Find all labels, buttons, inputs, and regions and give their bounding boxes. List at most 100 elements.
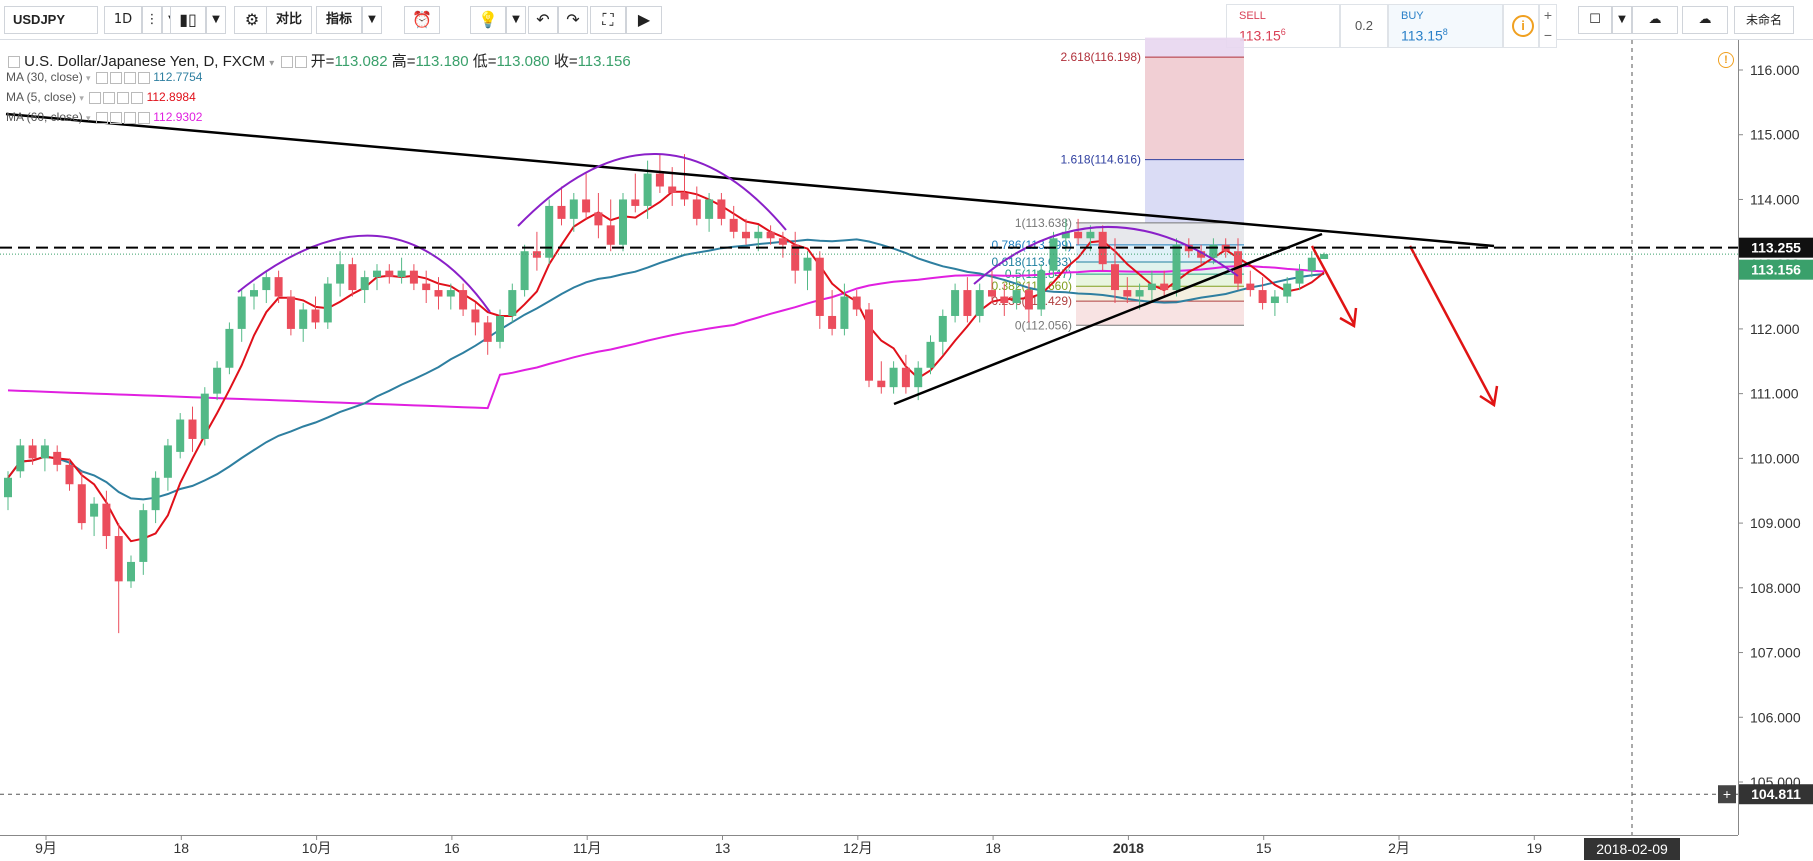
candle-body <box>237 296 246 329</box>
candle-body <box>274 277 283 297</box>
fullscreen-icon[interactable]: ⛶ <box>590 6 626 34</box>
arrow-short[interactable] <box>1310 245 1358 329</box>
alert-clock-icon[interactable]: ⏰ <box>404 6 440 34</box>
idea-dropdown-icon[interactable]: ▼ <box>506 6 526 34</box>
layout-name-button[interactable]: 未命名 <box>1734 6 1794 34</box>
candle-body <box>1197 251 1206 258</box>
trade-panel-size-controls[interactable]: + − <box>1539 4 1557 48</box>
candle-body <box>1037 270 1046 310</box>
time-axis[interactable] <box>0 835 1738 861</box>
ma5-close-icon[interactable] <box>131 91 144 104</box>
price-axis[interactable] <box>1738 40 1813 835</box>
candle-body <box>434 290 443 297</box>
indicators-button[interactable]: 指标 <box>316 6 362 34</box>
ma60-label[interactable]: MA (60, close) <box>6 110 83 124</box>
candle-body <box>680 192 689 200</box>
arc-head[interactable] <box>517 153 787 231</box>
indicators-dropdown-icon[interactable]: ▼ <box>362 6 382 34</box>
candle-body <box>778 238 787 245</box>
fib-zone-2618 <box>1145 57 1244 160</box>
replay-play-icon[interactable]: ▶ <box>626 6 662 34</box>
ma60-eye-icon[interactable] <box>95 111 108 124</box>
cloud-upload-icon[interactable]: ☁ <box>1682 6 1728 34</box>
buy-button[interactable]: BUY 113.158 <box>1388 4 1503 48</box>
candle-body <box>545 205 554 258</box>
candle-body <box>28 445 37 459</box>
trade-info-button[interactable]: i <box>1503 4 1539 48</box>
rising-trendline[interactable] <box>893 232 1323 406</box>
candle-body <box>705 199 714 219</box>
ma5-settings-icon[interactable] <box>103 91 116 104</box>
arc-left-shoulder[interactable] <box>237 234 491 313</box>
ma30-eye-icon[interactable] <box>95 71 108 84</box>
low-value: 113.080 <box>496 53 550 70</box>
candle-body <box>742 231 750 239</box>
candle-body <box>1024 290 1033 310</box>
compare-button[interactable]: 对比 <box>266 6 312 34</box>
arrow-long[interactable] <box>1408 245 1499 408</box>
candle-body <box>40 445 49 459</box>
fib-zone-1618 <box>1145 159 1244 223</box>
sell-label: SELL <box>1239 10 1266 22</box>
ma60-settings-icon[interactable] <box>109 111 122 124</box>
alert-warning-icon[interactable]: ! <box>1718 52 1734 68</box>
candle-style-icon[interactable]: ▮▯ <box>170 6 206 34</box>
arc-right-shoulder[interactable] <box>973 226 1239 285</box>
more-icon[interactable]: ⋮ <box>142 6 162 34</box>
candle-body <box>397 270 406 278</box>
eye-icon[interactable] <box>280 56 293 69</box>
candle-body <box>914 367 923 388</box>
candle-body <box>557 205 566 219</box>
ma30-settings-icon[interactable] <box>109 71 122 84</box>
ma5-label[interactable]: MA (5, close) <box>6 90 77 104</box>
style-dropdown-icon[interactable]: ▼ <box>206 6 226 34</box>
candle-body <box>729 218 738 232</box>
candle-body <box>692 199 701 219</box>
buy-label: BUY <box>1401 10 1424 22</box>
candle-body <box>901 367 910 388</box>
candle-body <box>631 199 640 206</box>
candle-body <box>90 503 99 517</box>
undo-icon[interactable]: ↶ <box>528 6 558 34</box>
candle-body <box>791 244 800 271</box>
symbol-search-button[interactable]: USDJPY <box>4 6 98 34</box>
buy-price: 113.158 <box>1401 27 1448 44</box>
candle-body <box>188 419 197 439</box>
candle-body <box>840 296 849 329</box>
ma30-more-icon[interactable] <box>123 71 136 84</box>
ma30-close-icon[interactable] <box>137 71 150 84</box>
candle-body <box>336 264 345 284</box>
settings-small-icon[interactable] <box>294 56 307 69</box>
candle-body <box>655 173 664 187</box>
upper-trendline[interactable] <box>5 112 1495 248</box>
close-value: 113.156 <box>577 53 631 70</box>
idea-bulb-icon[interactable]: 💡 <box>470 6 506 34</box>
interval-button[interactable]: 1D <box>104 6 142 34</box>
fib-level-label: 0(112.056) <box>1015 318 1072 332</box>
ma30-label[interactable]: MA (30, close) <box>6 70 83 84</box>
layout-square-icon[interactable]: ☐ <box>1578 6 1612 34</box>
candle-body <box>1160 283 1169 291</box>
candle-body <box>926 341 935 368</box>
ma5-more-icon[interactable] <box>117 91 130 104</box>
ma5-eye-icon[interactable] <box>89 91 102 104</box>
layout-dropdown-icon[interactable]: ▼ <box>1612 6 1632 34</box>
candle-body <box>668 186 677 193</box>
candle-body <box>1123 290 1132 297</box>
redo-icon[interactable]: ↷ <box>558 6 588 34</box>
settings-gear-icon[interactable]: ⚙ <box>234 6 270 34</box>
fib-level-label: 1.618(114.616) <box>1060 153 1141 167</box>
candle-body <box>1307 257 1316 271</box>
drawings[interactable] <box>5 112 1499 408</box>
fib-level-label: 1(113.638) <box>1015 216 1072 230</box>
sell-button[interactable]: SELL 113.156 <box>1226 4 1340 48</box>
candle-body <box>471 309 480 323</box>
ma60-close-icon[interactable] <box>137 111 150 124</box>
candle-body <box>77 484 86 524</box>
ma60-more-icon[interactable] <box>123 111 136 124</box>
cloud-download-icon[interactable]: ☁ <box>1632 6 1678 34</box>
candle-body <box>520 251 529 291</box>
candle-body <box>852 296 861 310</box>
collapse-legend-icon[interactable] <box>8 56 20 69</box>
